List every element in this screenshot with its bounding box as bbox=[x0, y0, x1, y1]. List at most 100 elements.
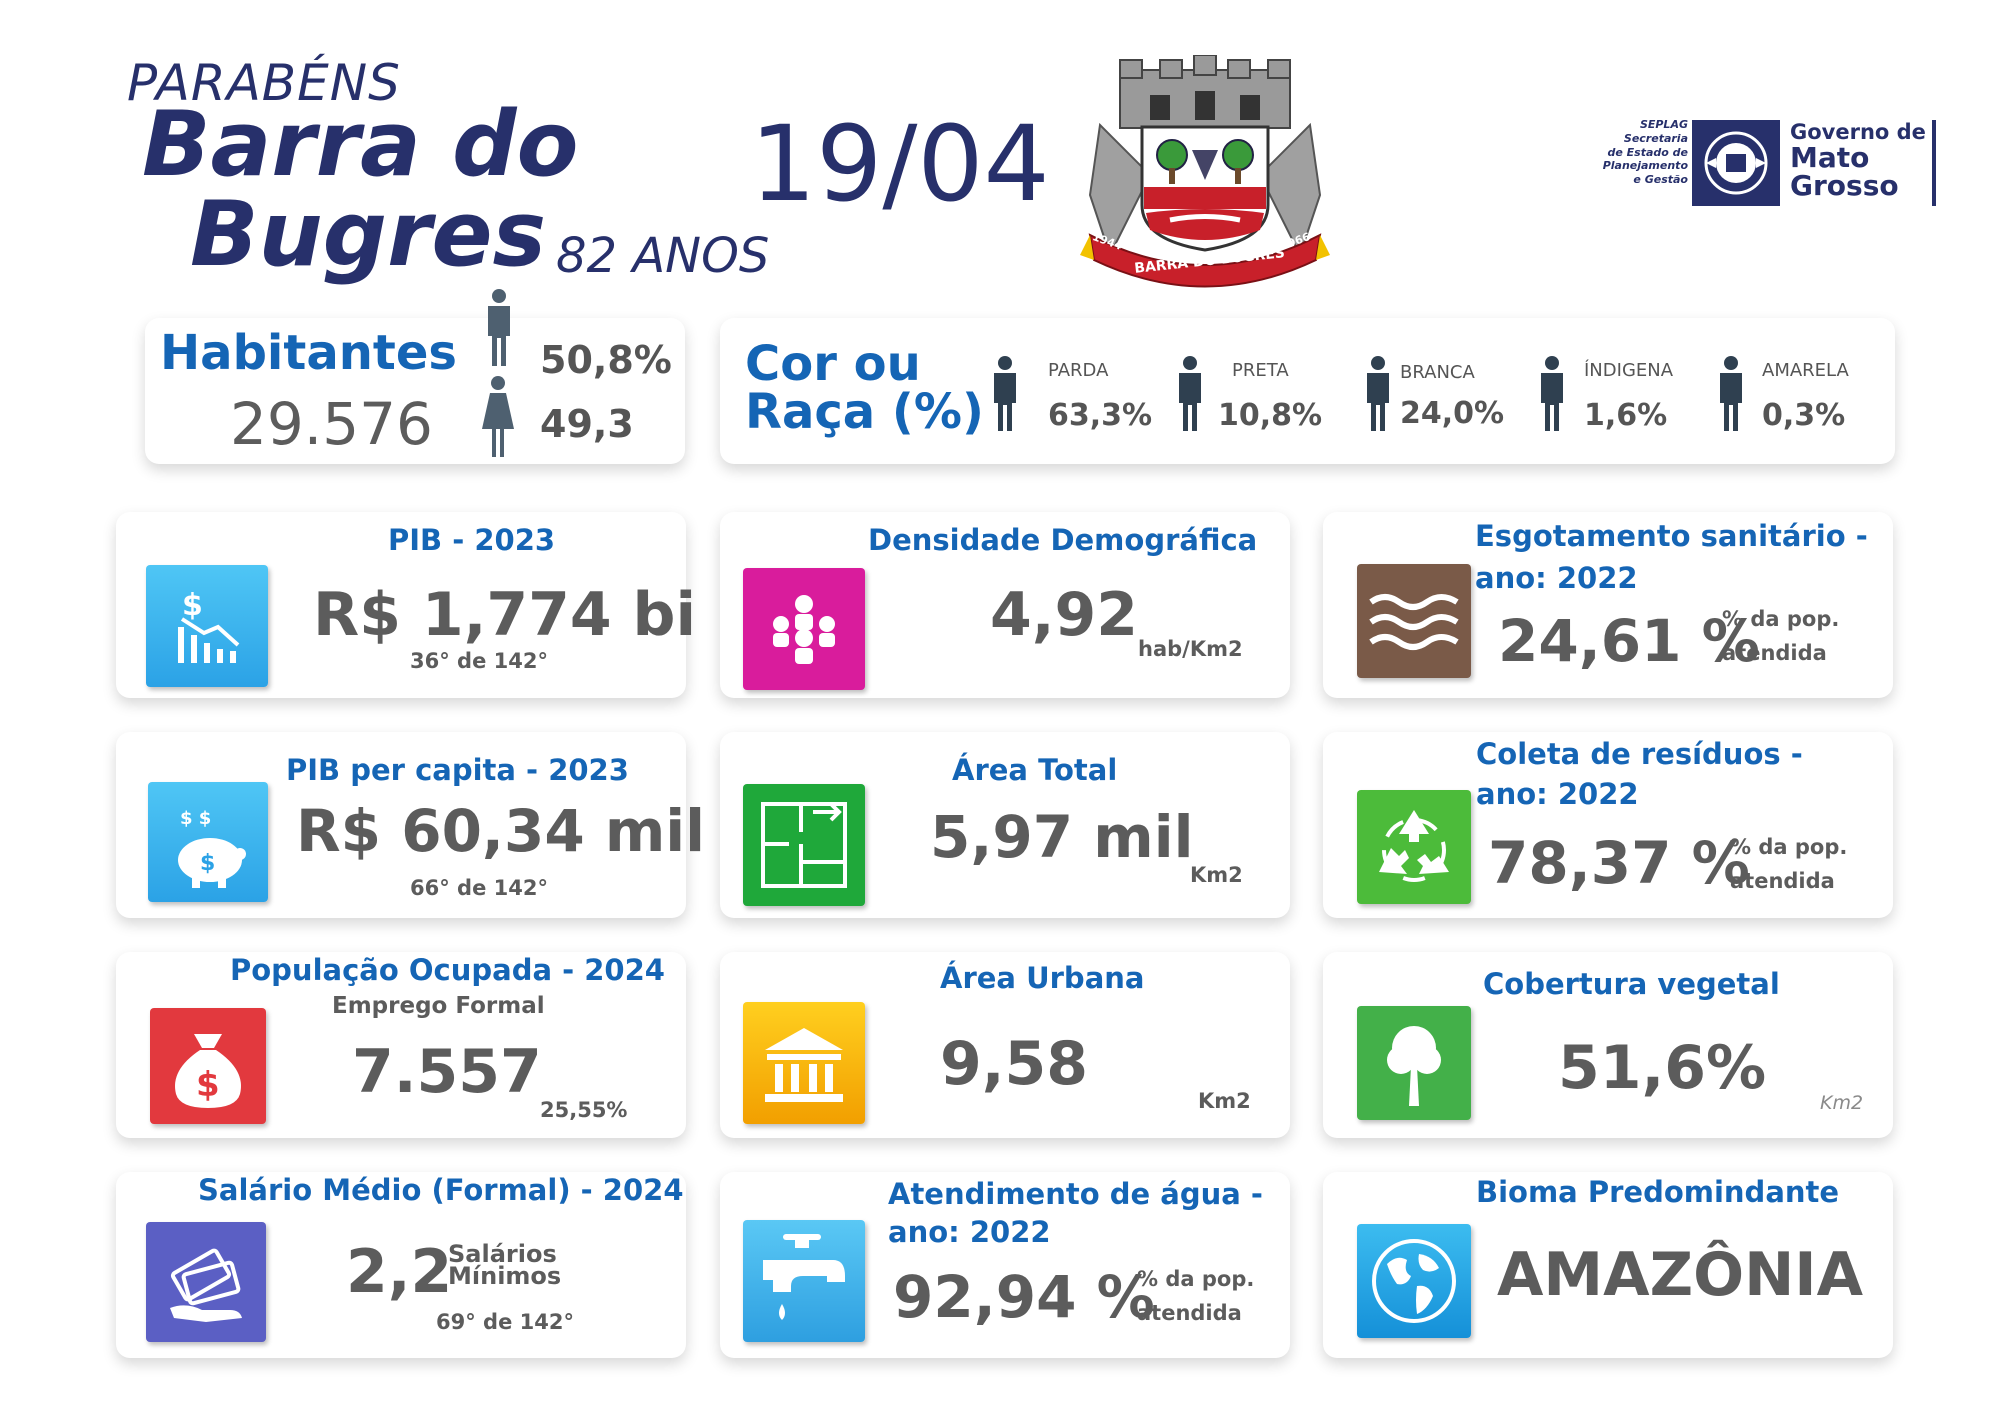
agua-title-line2: ano: 2022 bbox=[888, 1215, 1051, 1249]
seplag-acronym: SEPLAG bbox=[1639, 118, 1688, 131]
salario-unit-line1: Salários bbox=[448, 1240, 557, 1268]
gov-divider bbox=[1932, 120, 1936, 206]
raca-pct: 0,3% bbox=[1762, 398, 1846, 433]
seplag-line3: Planejamento bbox=[1602, 159, 1688, 173]
svg-text:$: $ bbox=[182, 588, 203, 623]
raca-pct: 10,8% bbox=[1218, 398, 1323, 433]
salario-title: Salário Médio (Formal) - 2024 bbox=[198, 1173, 684, 1207]
esgoto-unit-line2: atendida bbox=[1722, 641, 1827, 665]
area-urbana-value: 9,58 bbox=[940, 1029, 1089, 1099]
raca-pct: 1,6% bbox=[1584, 398, 1668, 433]
seplag-line2: de Estado de bbox=[1607, 145, 1688, 159]
pib-per-capita-rank: 66° de 142° bbox=[410, 876, 548, 900]
female-percentage: 49,3 bbox=[540, 402, 634, 446]
gov-emblem bbox=[1692, 120, 1780, 206]
habitantes-label: Habitantes bbox=[160, 325, 457, 381]
esgoto-unit-line1: % da pop. bbox=[1722, 607, 1840, 631]
salario-rank: 69° de 142° bbox=[436, 1310, 574, 1334]
people-group-icon bbox=[743, 568, 865, 690]
male-icon bbox=[484, 288, 514, 372]
anniversary-age: 82 ANOS bbox=[556, 228, 770, 284]
raca-pct: 24,0% bbox=[1400, 396, 1505, 431]
residuos-unit-line1: % da pop. bbox=[1730, 835, 1848, 859]
anniversary-date: 19/04 bbox=[750, 103, 1050, 225]
esgoto-value: 24,61 % bbox=[1498, 607, 1760, 675]
recycle-icon bbox=[1357, 790, 1471, 904]
vegetal-value: 51,6% bbox=[1558, 1033, 1767, 1103]
bioma-title: Bioma Predomindante bbox=[1476, 1175, 1840, 1209]
person-icon bbox=[1537, 355, 1567, 437]
pop-ocupada-pct: 25,55% bbox=[540, 1098, 628, 1122]
city-crest: 1944 BARRA DO BUGRES 1966 bbox=[1080, 54, 1330, 290]
chart-down-dollar-icon: $ bbox=[146, 565, 268, 687]
city-name-line2: Bugres bbox=[190, 182, 547, 287]
agua-title-line1: Atendimento de água - bbox=[888, 1177, 1263, 1211]
raca-label: ÍNDIGENA bbox=[1584, 360, 1674, 381]
pib-rank: 36° de 142° bbox=[410, 649, 548, 673]
pop-ocupada-title: População Ocupada - 2024 bbox=[230, 953, 665, 987]
person-icon bbox=[1363, 355, 1393, 437]
money-bag-icon: $ bbox=[150, 1008, 266, 1124]
area-total-unit: Km2 bbox=[1190, 863, 1243, 887]
habitantes-card bbox=[145, 318, 685, 464]
floor-plan-icon bbox=[743, 784, 865, 906]
vegetal-unit: Km2 bbox=[1820, 1092, 1864, 1114]
raca-title-line1: Cor ou bbox=[745, 336, 921, 392]
cash-hand-icon bbox=[146, 1222, 266, 1342]
densidade-unit: hab/Km2 bbox=[1138, 637, 1243, 661]
pib-per-capita-value: R$ 60,34 mil bbox=[296, 797, 706, 865]
bank-building-icon bbox=[743, 1002, 865, 1124]
raca-label: PRETA bbox=[1232, 360, 1289, 381]
raca-label: BRANCA bbox=[1400, 362, 1475, 383]
person-icon bbox=[1175, 355, 1205, 437]
agua-value: 92,94 % bbox=[893, 1263, 1155, 1331]
vegetal-title: Cobertura vegetal bbox=[1483, 967, 1780, 1001]
raca-title-line2: Raça (%) bbox=[745, 384, 984, 440]
residuos-unit-line2: atendida bbox=[1730, 869, 1835, 893]
esgoto-title-line1: Esgotamento sanitário - bbox=[1475, 519, 1868, 553]
agua-unit-line2: atendida bbox=[1137, 1301, 1242, 1325]
densidade-value: 4,92 bbox=[990, 580, 1139, 650]
person-icon bbox=[1716, 355, 1746, 437]
pop-ocupada-value: 7.557 bbox=[352, 1037, 542, 1107]
bioma-value: AMAZÔNIA bbox=[1497, 1240, 1864, 1310]
densidade-title: Densidade Demográfica bbox=[868, 523, 1258, 557]
seplag-line4: e Gestão bbox=[1633, 173, 1688, 186]
gov-name-block: Governo de Mato Grosso bbox=[1790, 120, 1926, 200]
pib-per-capita-title: PIB per capita - 2023 bbox=[286, 753, 629, 787]
person-icon bbox=[990, 355, 1020, 437]
gov-line2: Mato bbox=[1790, 141, 1870, 174]
tree-icon bbox=[1357, 1006, 1471, 1120]
area-total-title: Área Total bbox=[952, 753, 1118, 787]
raca-label: AMARELA bbox=[1762, 360, 1849, 381]
esgoto-title-line2: ano: 2022 bbox=[1475, 561, 1638, 595]
male-percentage: 50,8% bbox=[540, 338, 672, 382]
agua-unit-line1: % da pop. bbox=[1137, 1267, 1255, 1291]
residuos-value: 78,37 % bbox=[1488, 829, 1750, 897]
pib-title: PIB - 2023 bbox=[388, 523, 556, 557]
pib-value: R$ 1,774 bi bbox=[313, 580, 697, 650]
area-urbana-title: Área Urbana bbox=[940, 961, 1145, 995]
congrats-label: PARABÉNS bbox=[127, 54, 401, 112]
salario-value: 2,2 bbox=[346, 1237, 453, 1307]
waves-icon bbox=[1357, 564, 1471, 678]
area-total-value: 5,97 mil bbox=[930, 803, 1194, 871]
salario-unit-line2: Mínimos bbox=[448, 1262, 562, 1290]
gov-line1: Governo de bbox=[1790, 120, 1926, 144]
seplag-line1: Secretaria bbox=[1623, 131, 1688, 145]
svg-text:$: $ bbox=[196, 1065, 220, 1105]
pop-ocupada-subtitle: Emprego Formal bbox=[332, 993, 545, 1019]
raca-card bbox=[720, 318, 1895, 464]
svg-text:$: $ bbox=[200, 851, 215, 876]
residuos-title-line2: ano: 2022 bbox=[1476, 777, 1639, 811]
seplag-text-block: SEPLAG Secretaria de Estado de Planejame… bbox=[1590, 118, 1688, 187]
habitantes-total: 29.576 bbox=[230, 390, 433, 458]
residuos-title-line1: Coleta de resíduos - bbox=[1476, 737, 1803, 771]
raca-pct: 63,3% bbox=[1048, 398, 1153, 433]
city-name-line1: Barra do bbox=[142, 92, 579, 197]
globe-icon bbox=[1357, 1224, 1471, 1338]
piggy-bank-icon: $ $ $ bbox=[148, 782, 268, 902]
water-tap-icon bbox=[743, 1220, 865, 1342]
svg-text:$ $: $ $ bbox=[180, 808, 211, 829]
area-urbana-unit: Km2 bbox=[1198, 1089, 1251, 1113]
